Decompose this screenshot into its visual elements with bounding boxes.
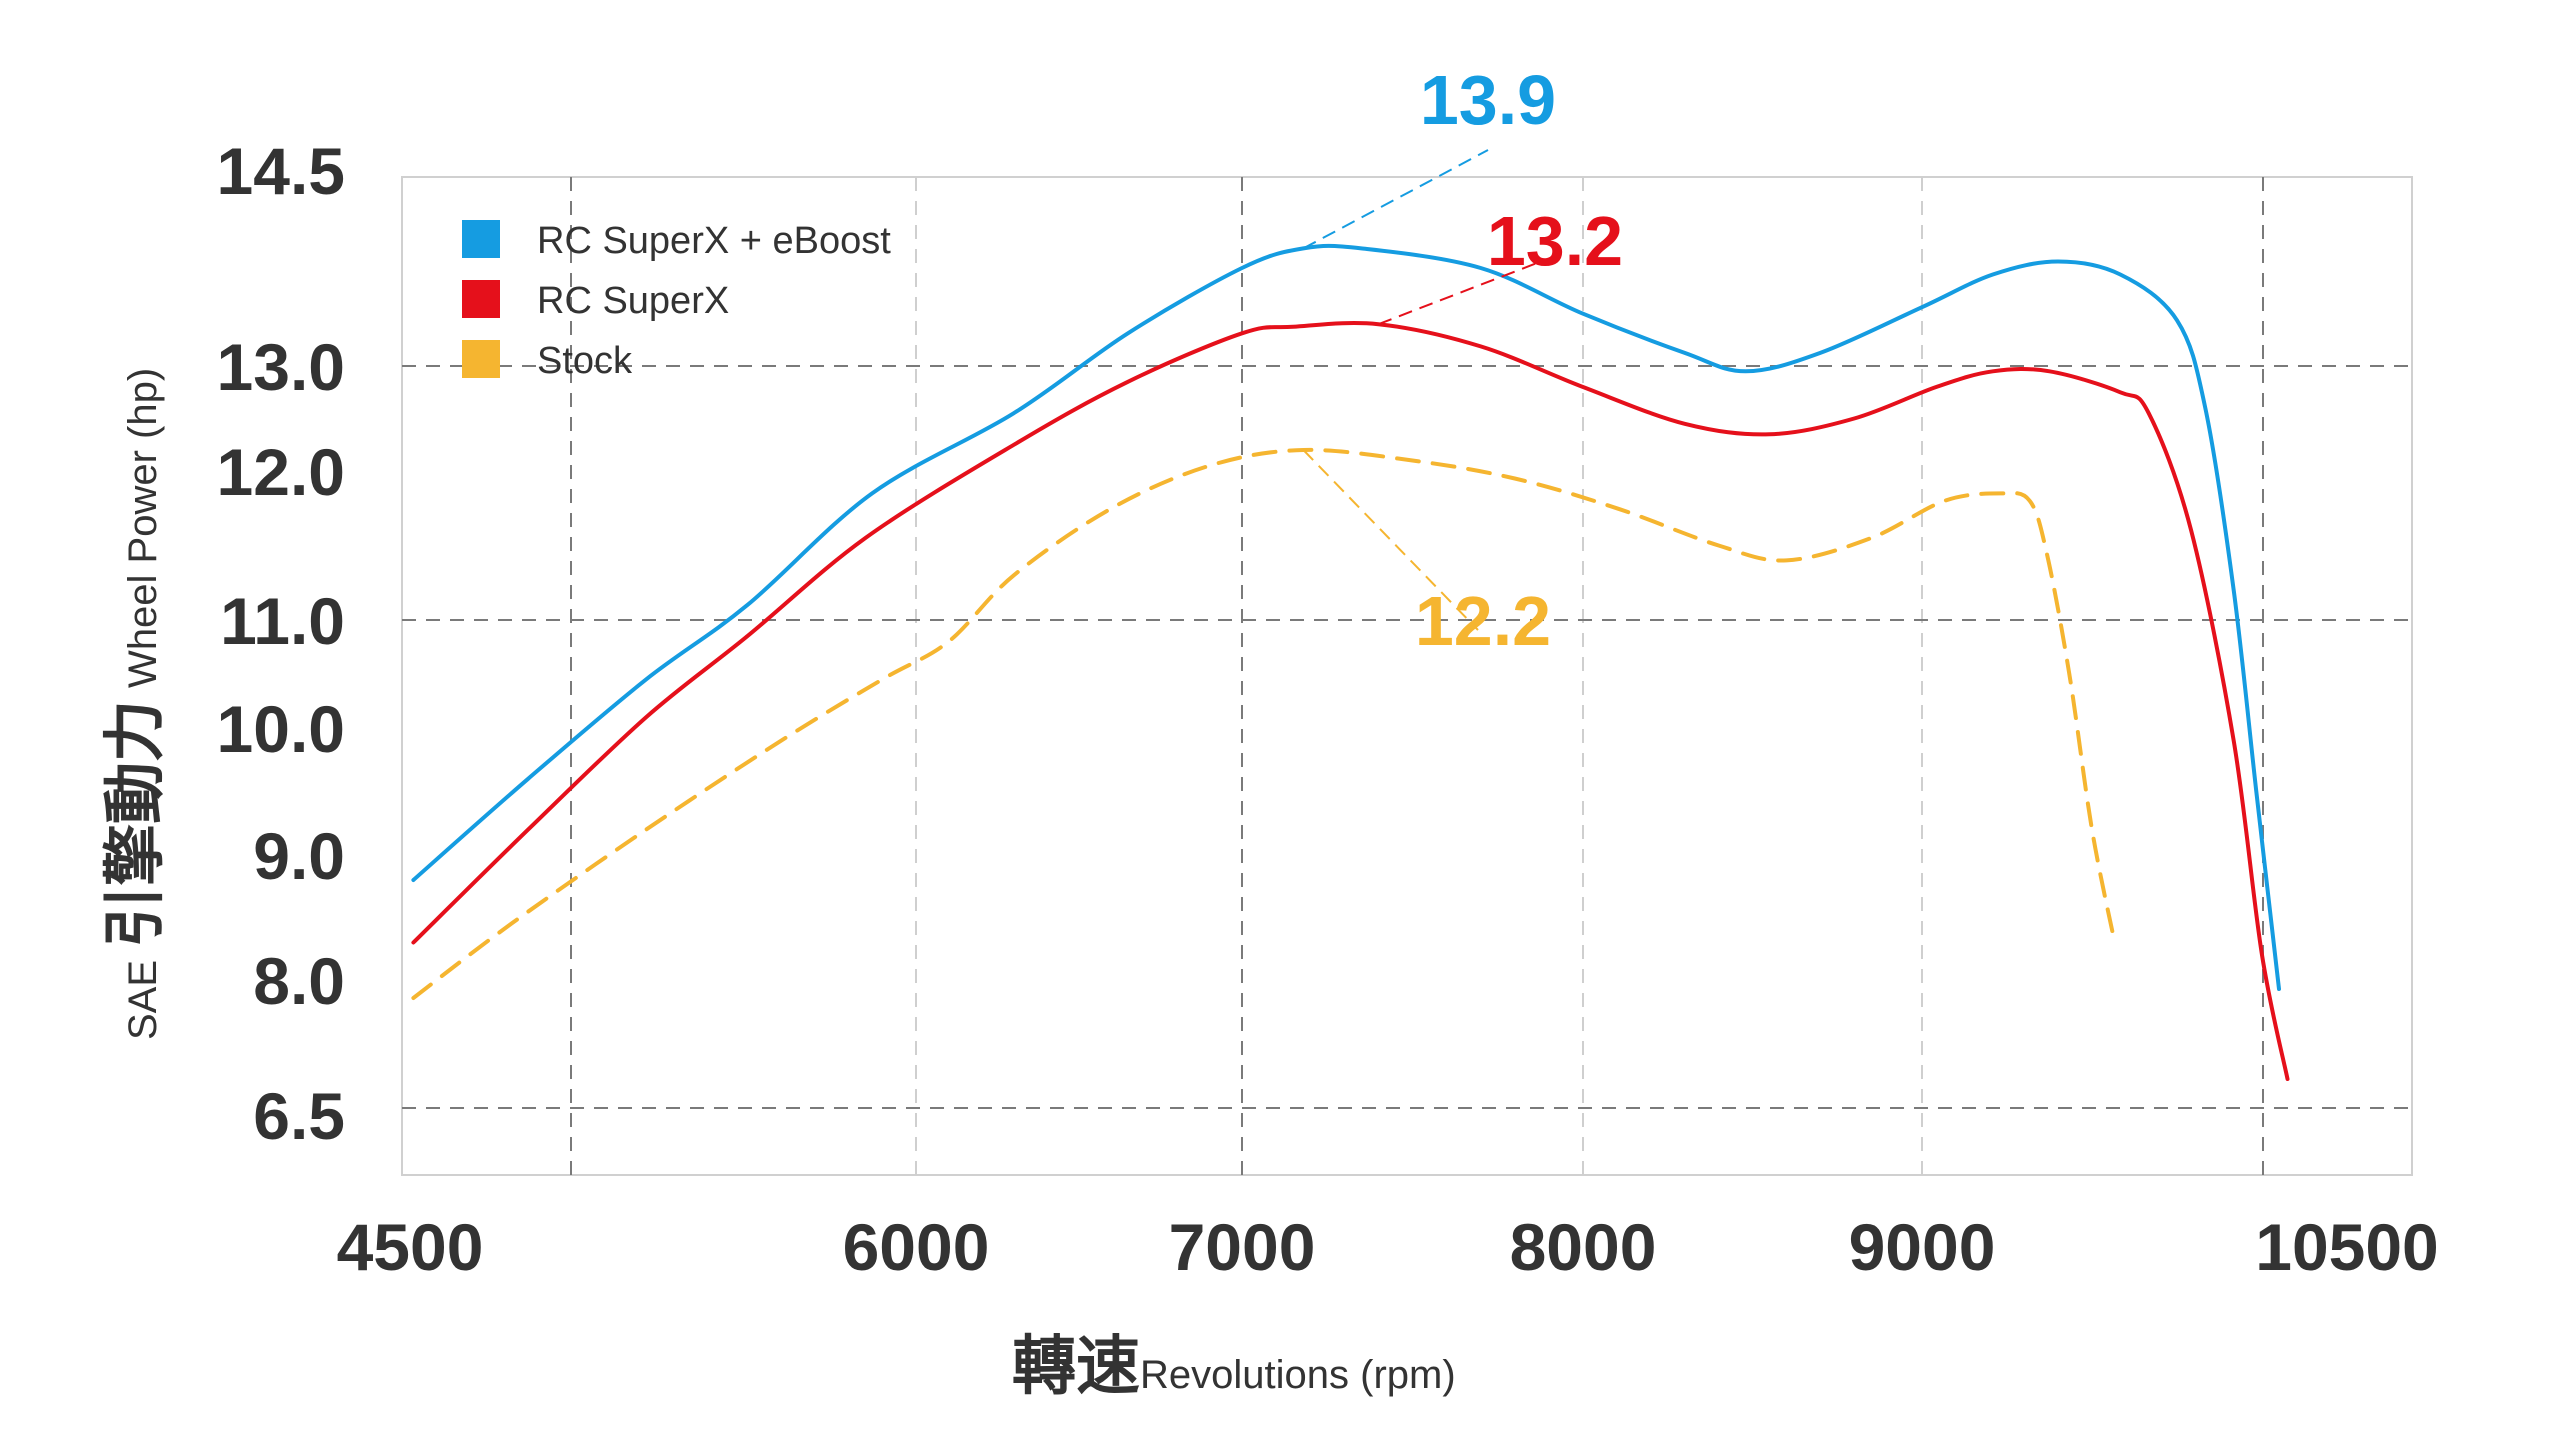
- legend-label: Stock: [537, 340, 633, 382]
- legend-label: RC SuperX: [537, 280, 729, 322]
- series-line-rc-superx-eboost: [411, 243, 2281, 991]
- y-tick-label: 9.0: [253, 819, 345, 893]
- annotation-peak-value: 13.2: [1487, 202, 1623, 280]
- peak-annotations: 13.9 13.2 12.2: [1302, 61, 1623, 660]
- series-line-rc-superx: [411, 321, 2290, 1081]
- x-tick-label: 10500: [2255, 1210, 2439, 1284]
- y-axis-label-sub: Wheel Power (hp): [121, 368, 165, 688]
- x-tick-label: 9000: [1849, 1210, 1996, 1284]
- y-tick-label: 14.5: [217, 134, 345, 208]
- y-axis-label-prefix: SAE: [121, 960, 165, 1040]
- y-tick-labels: 6.5 8.0 9.0 10.0 11.0 12.0 13.0 14.5: [217, 134, 345, 1153]
- y-tick-label: 8.0: [253, 944, 345, 1018]
- y-axis-label: SAE 引擎動力 Wheel Power (hp): [101, 368, 170, 1040]
- x-tick-label: 4500: [337, 1210, 484, 1284]
- plot-frame: [401, 176, 2413, 1176]
- annotation-peak-value: 12.2: [1415, 582, 1551, 660]
- x-tick-label: 8000: [1510, 1210, 1657, 1284]
- svg-text:轉速Revolutions (rpm): 轉速Revolutions (rpm): [1012, 1330, 1456, 1402]
- legend-swatch: [462, 280, 500, 318]
- legend-swatch: [462, 220, 500, 258]
- annotation-leader-line: [1302, 449, 1479, 631]
- y-axis-label-main: 引擎動力: [101, 700, 170, 948]
- x-axis-label-main: 轉速: [1012, 1330, 1140, 1402]
- annotation-leader-line: [1302, 149, 1489, 250]
- svg-text:SAE引擎動力Wheel Power (hp): SAE 引擎動力 Wheel Power (hp): [101, 368, 170, 1040]
- legend: RC SuperX + eBoost RC SuperX Stock: [462, 220, 891, 382]
- y-tick-label: 10.0: [217, 692, 345, 766]
- y-tick-label: 6.5: [253, 1079, 345, 1153]
- annotation-leader-line: [1378, 257, 1551, 326]
- y-tick-label: 11.0: [220, 584, 345, 658]
- legend-swatch: [462, 340, 500, 378]
- y-tick-label: 12.0: [217, 435, 345, 509]
- annotation-peak-value: 13.9: [1420, 61, 1556, 139]
- y-tick-label: 13.0: [217, 330, 345, 404]
- series-lines: [411, 243, 2290, 1081]
- x-axis-label-sub: Revolutions (rpm): [1140, 1353, 1456, 1397]
- x-tick-labels: 4500 6000 7000 8000 9000 10500: [337, 1210, 2439, 1284]
- legend-label: RC SuperX + eBoost: [537, 220, 891, 262]
- series-line-stock: [411, 447, 2117, 1000]
- x-tick-label: 7000: [1169, 1210, 1316, 1284]
- x-axis-label: 轉速Revolutions (rpm): [1012, 1330, 1456, 1402]
- x-tick-label: 6000: [843, 1210, 990, 1284]
